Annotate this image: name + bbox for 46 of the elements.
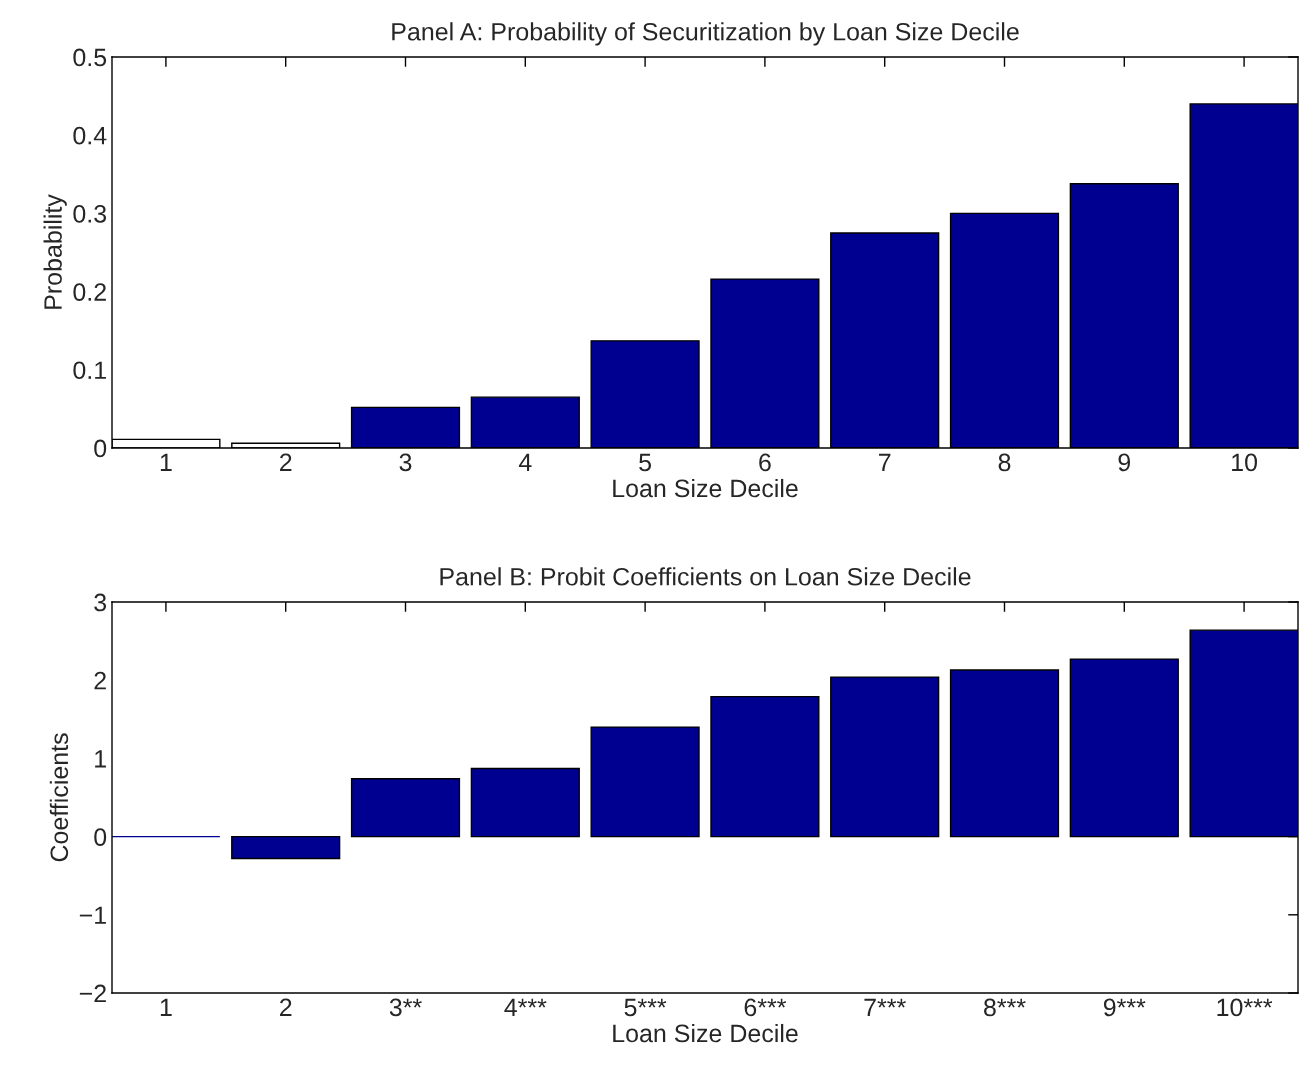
bar bbox=[590, 726, 700, 838]
x-tick-label: 9 bbox=[1118, 453, 1131, 472]
x-tick-label: 7*** bbox=[864, 998, 906, 1016]
x-tick-label: 6 bbox=[759, 453, 771, 472]
x-tick-label: 2 bbox=[280, 998, 292, 1016]
y-tick-label: 0 bbox=[94, 439, 107, 458]
x-tick-label: 6*** bbox=[744, 998, 787, 1017]
y-tick-label: 0.1 bbox=[73, 361, 106, 380]
y-axis-title: Probability bbox=[43, 194, 67, 309]
y-tick-label: −1 bbox=[79, 906, 106, 924]
x-tick-label: 4 bbox=[518, 453, 532, 471]
x-tick-label: 9*** bbox=[1103, 998, 1146, 1017]
x-axis-title: Loan Size Decile bbox=[613, 478, 798, 498]
x-tick-label: 3** bbox=[389, 998, 422, 1017]
bar bbox=[830, 676, 940, 838]
y-tick-label: 1 bbox=[95, 750, 106, 768]
chart-title: Panel B: Probit Coefficients on Loan Size Decile bbox=[440, 567, 971, 586]
x-tick-label: 1 bbox=[160, 453, 172, 471]
y-tick-label: 0.4 bbox=[73, 126, 107, 145]
bar bbox=[710, 695, 820, 838]
y-tick-label: 0.2 bbox=[73, 283, 106, 301]
y-tick-label: 2 bbox=[94, 671, 106, 690]
x-tick-label: 5 bbox=[639, 453, 652, 472]
bar bbox=[1069, 658, 1179, 838]
x-tick-label: 5*** bbox=[624, 998, 667, 1017]
y-tick-label: 3 bbox=[94, 593, 107, 612]
x-tick-label: 10*** bbox=[1217, 998, 1273, 1017]
x-tick-label: 8 bbox=[998, 453, 1011, 472]
x-tick-label: 2 bbox=[280, 453, 292, 471]
y-axis-title: Coefficients bbox=[49, 733, 69, 862]
bar bbox=[470, 767, 580, 838]
y-tick-label: −2 bbox=[79, 984, 106, 1003]
chart-title: Panel A: Probability of Securitization by Loan Size Decile bbox=[392, 22, 1019, 46]
x-tick-label: 3 bbox=[399, 453, 412, 472]
bar bbox=[949, 669, 1060, 838]
y-tick-label: 0 bbox=[94, 828, 107, 846]
x-tick-label: 8*** bbox=[984, 998, 1026, 1017]
x-tick-label: 4*** bbox=[504, 998, 547, 1016]
x-tick-label: 10 bbox=[1232, 453, 1258, 472]
x-tick-label: 7 bbox=[879, 453, 891, 471]
y-tick-label: 0.3 bbox=[73, 205, 107, 223]
bar bbox=[231, 835, 341, 860]
y-tick-label: 0.5 bbox=[73, 48, 107, 67]
x-axis-title: Loan Size Decile bbox=[613, 1023, 798, 1043]
x-tick-label: 1 bbox=[160, 998, 172, 1016]
bar bbox=[350, 778, 461, 838]
